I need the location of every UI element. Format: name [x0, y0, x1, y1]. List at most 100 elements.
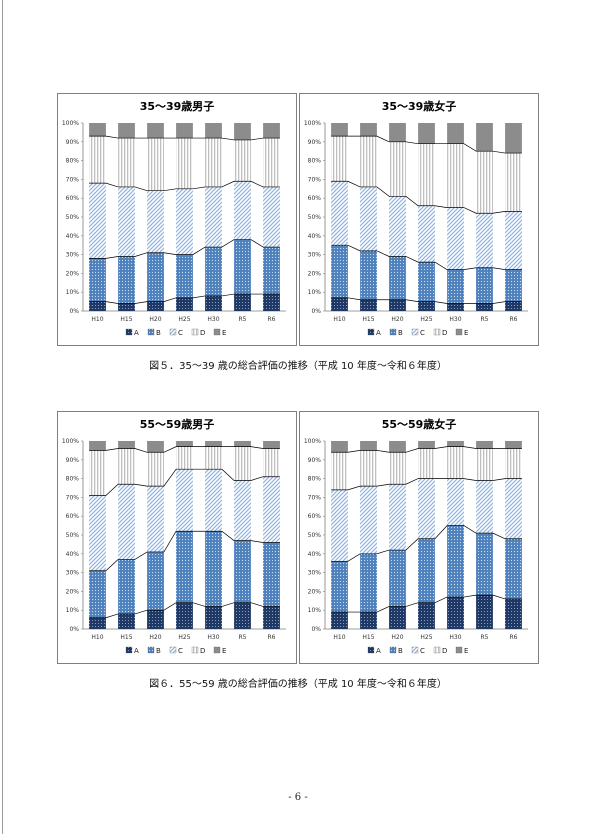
- y-tick-label: 30%: [66, 252, 80, 259]
- chart-svg: 35～39歳男子 0% 10% 20% 30% 40% 50% 60% 70% 80% 90% 100…: [62, 99, 286, 337]
- chart-title: 35～39歳男子: [140, 99, 215, 113]
- y-tick-label: 40%: [308, 233, 322, 240]
- page-number: - 6 -: [288, 792, 308, 803]
- series-line-B: [89, 530, 280, 572]
- bar-segment-D: [476, 448, 493, 481]
- bar-segment-B: [176, 254, 193, 298]
- bar-segment-A: [118, 303, 135, 311]
- x-tick-label: H10: [91, 316, 103, 323]
- bar-segment-B: [389, 550, 406, 607]
- bar-segment-D: [263, 448, 280, 477]
- bar-segment-A: [147, 610, 164, 629]
- y-tick-label: 70%: [308, 176, 322, 183]
- x-tick-label: H25: [420, 634, 432, 641]
- bar-segment-A: [234, 602, 251, 629]
- bar-segment-C: [447, 207, 464, 270]
- x-tick-label: R6: [510, 316, 518, 323]
- bar-segment-E: [263, 123, 280, 139]
- bar-segment-C: [234, 480, 251, 541]
- bar-segment-A: [360, 299, 377, 311]
- legend-label: C: [420, 329, 425, 337]
- bar-segment-A: [505, 598, 522, 629]
- y-tick-label: 50%: [66, 532, 80, 539]
- bar-segment-D: [418, 143, 435, 206]
- bar-segment-A: [147, 301, 164, 311]
- bar-segment-A: [389, 606, 406, 629]
- bar-segment-A: [360, 612, 377, 629]
- bar-segment-C: [147, 486, 164, 552]
- bar-segment-C: [118, 186, 135, 257]
- bar-segment-C: [476, 213, 493, 268]
- series-line-B: [89, 239, 280, 259]
- bar-segment-A: [234, 294, 251, 311]
- y-tick-label: 20%: [308, 270, 322, 277]
- series-line-A: [331, 594, 522, 613]
- bar-segment-C: [447, 478, 464, 526]
- x-tick-label: H20: [149, 316, 161, 323]
- y-tick-label: 90%: [66, 139, 80, 146]
- series-line-D: [89, 135, 280, 141]
- bar-segment-A: [263, 606, 280, 629]
- bar-segment-A: [476, 303, 493, 311]
- legend-label: B: [156, 647, 161, 655]
- bar-segment-D: [360, 136, 377, 187]
- legend-swatch-B: [389, 328, 397, 336]
- y-tick-label: 10%: [308, 289, 322, 296]
- bar-segment-C: [234, 181, 251, 240]
- chart-35-39-male: 35～39歳男子 0% 10% 20% 30% 40% 50% 60% 70% 80% 90% 100…: [57, 93, 297, 346]
- bar-segment-B: [263, 247, 280, 295]
- legend-swatch-E: [213, 646, 221, 654]
- bar-segment-E: [418, 123, 435, 144]
- y-tick-label: 70%: [308, 494, 322, 501]
- bar-segment-C: [418, 478, 435, 539]
- x-tick-label: R6: [268, 634, 276, 641]
- bar-segment-C: [263, 476, 280, 543]
- page-edge: [2, 0, 3, 834]
- legend-label: B: [156, 329, 161, 337]
- bar-segment-A: [418, 301, 435, 311]
- y-tick-label: 20%: [66, 270, 80, 277]
- legend-swatch-C: [411, 328, 419, 336]
- legend-label: E: [222, 647, 226, 655]
- legend-label: A: [376, 647, 381, 655]
- y-tick-label: 50%: [66, 214, 80, 221]
- figure-caption-6: 図６．55～59 歳の総合評価の推移（平成 10 年度～令和６年度）: [149, 679, 447, 690]
- bar-segment-A: [447, 597, 464, 629]
- bar-segment-B: [263, 542, 280, 607]
- legend-label: D: [200, 329, 205, 337]
- bar-segment-D: [418, 448, 435, 479]
- chart-title: 35～39歳女子: [382, 99, 457, 113]
- y-tick-label: 20%: [308, 588, 322, 595]
- y-tick-label: 10%: [308, 607, 322, 614]
- bar-segment-B: [147, 252, 164, 302]
- chart-35-39-female: 35～39歳女子 0% 10% 20% 30% 40% 50% 60% 70% 80% 90% 100…: [299, 93, 539, 346]
- y-tick-label: 100%: [304, 120, 321, 127]
- y-tick-label: 60%: [66, 513, 80, 520]
- bar-segment-B: [205, 247, 222, 296]
- y-tick-label: 60%: [66, 195, 80, 202]
- bar-segment-B: [447, 525, 464, 598]
- bar-segment-A: [89, 617, 106, 629]
- x-tick-label: R5: [481, 634, 489, 641]
- y-tick-label: 40%: [308, 551, 322, 558]
- bar-segment-C: [331, 181, 348, 246]
- y-tick-label: 70%: [66, 176, 80, 183]
- x-tick-label: H10: [333, 634, 345, 641]
- bar-segment-C: [360, 186, 377, 251]
- y-tick-label: 30%: [308, 570, 322, 577]
- bar-segment-E: [331, 123, 348, 137]
- x-tick-label: H15: [362, 316, 374, 323]
- bar-segment-E: [447, 441, 464, 447]
- x-tick-label: H15: [120, 634, 132, 641]
- y-tick-label: 40%: [66, 551, 80, 558]
- bar-segment-C: [476, 480, 493, 534]
- series-line-C: [331, 478, 522, 491]
- bar-segment-B: [389, 256, 406, 300]
- y-tick-label: 80%: [308, 158, 322, 165]
- bar-segment-B: [418, 262, 435, 302]
- bar-segment-A: [418, 602, 435, 629]
- bar-segment-B: [476, 267, 493, 304]
- bar-segment-C: [147, 190, 164, 253]
- chart-55-59-male: 55～59歳男子 0% 10% 20% 30% 40% 50% 60% 70% 80% 90% 100…: [57, 411, 297, 664]
- legend-swatch-B: [389, 646, 397, 654]
